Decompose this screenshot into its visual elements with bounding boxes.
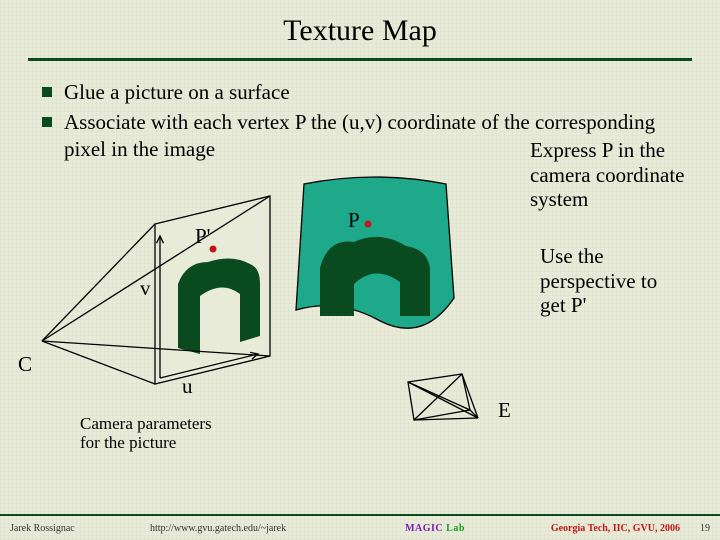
footer-page: 19 [680, 523, 710, 534]
label-e: E [498, 398, 511, 423]
label-c: C [18, 352, 32, 377]
footer-lab: MAGIC Lab [350, 523, 520, 534]
bullet-item: Glue a picture on a surface [42, 79, 690, 105]
footer-row: Jarek Rossignac http://www.gvu.gatech.ed… [0, 516, 720, 540]
camera-caption: Camera parametersfor the picture [80, 414, 212, 453]
footer-author: Jarek Rossignac [10, 523, 150, 534]
footer-credit: Georgia Tech, IIC, GVU, 2006 [520, 523, 680, 534]
annotation-express-p: Express P in thecamera coordinatesystem [530, 138, 685, 212]
footer-lab-2: Lab [443, 523, 465, 534]
diagram: Express P in thecamera coordinatesystem … [0, 166, 720, 496]
label-p: P [348, 208, 360, 233]
label-v: v [140, 276, 151, 301]
footer-lab-1: MAGIC [405, 523, 443, 534]
title-rule [28, 58, 692, 61]
slide-title: Texture Map [0, 0, 720, 48]
footer-url: http://www.gvu.gatech.edu/~jarek [150, 523, 350, 534]
footer: Jarek Rossignac http://www.gvu.gatech.ed… [0, 514, 720, 540]
label-u: u [182, 374, 193, 399]
annotation-perspective: Use theperspective toget P' [540, 244, 657, 318]
label-p-prime: P' [195, 224, 210, 249]
